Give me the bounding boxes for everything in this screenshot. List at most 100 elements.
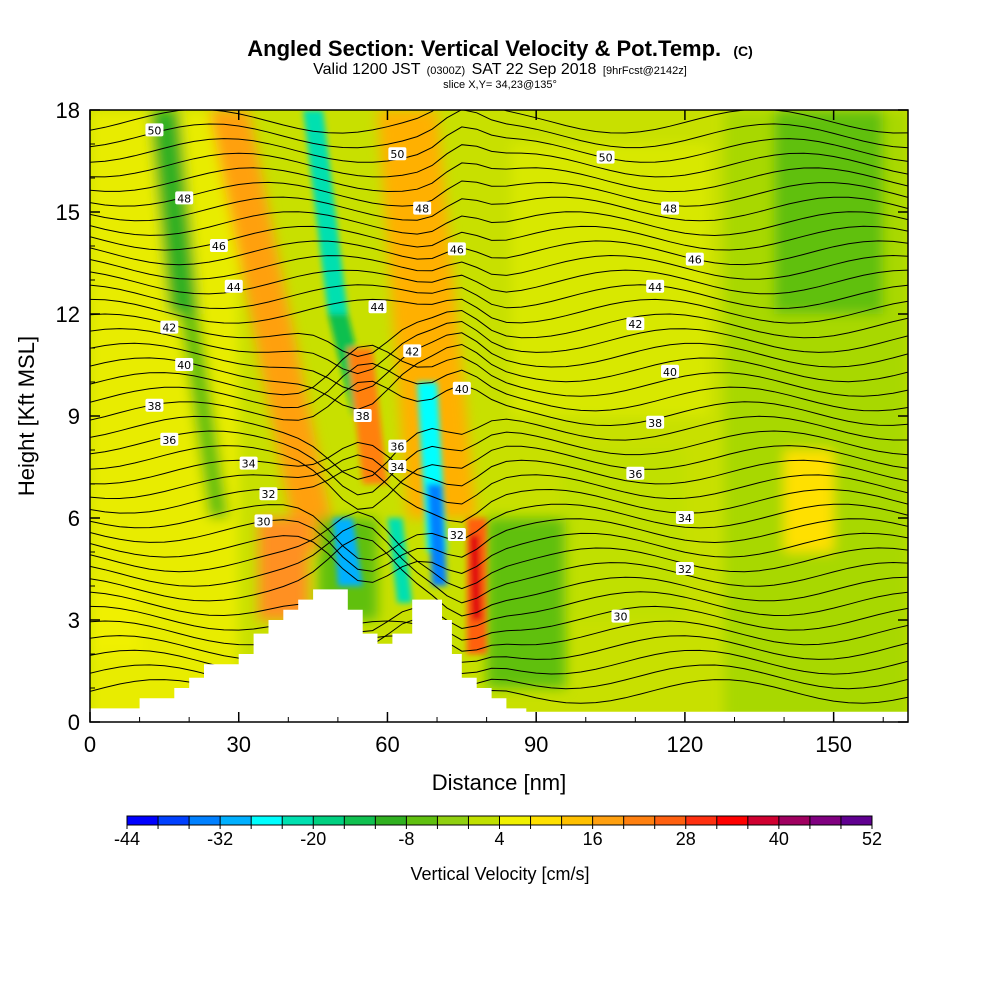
svg-text:46: 46: [688, 254, 702, 267]
updraft-band: [208, 110, 338, 552]
svg-text:42: 42: [405, 345, 419, 358]
isentrope-line: [90, 180, 908, 207]
x-tick-label: 30: [226, 732, 250, 757]
colorbar-tick-label: 28: [676, 829, 696, 849]
svg-text:44: 44: [227, 281, 241, 294]
colorbar: -44 -32 -20 -8 4 16 28 40 52: [114, 815, 882, 849]
chart-title: Angled Section: Vertical Velocity & Pot.…: [247, 36, 753, 61]
colorbar-swatch: [592, 816, 625, 825]
isentrope-label: 48: [661, 201, 680, 216]
field-region: [784, 450, 834, 552]
x-tick-label: 90: [524, 732, 548, 757]
isentrope-line: [90, 254, 908, 280]
isentrope-line: [90, 320, 908, 375]
downdraft-core: [303, 110, 348, 314]
svg-text:30: 30: [613, 611, 627, 624]
isentrope-label: 42: [403, 344, 422, 358]
isentrope-label: 44: [368, 300, 387, 314]
colorbar-tick-label: -8: [398, 829, 414, 849]
svg-text:46: 46: [212, 240, 226, 253]
y-tick-label: 6: [68, 506, 80, 531]
isentrope-line: [90, 591, 908, 633]
svg-text:44: 44: [371, 301, 385, 314]
svg-text:50: 50: [147, 124, 161, 137]
isentrope-label: 48: [175, 191, 194, 205]
isentrope-line: [90, 523, 908, 604]
colorbar-tick-label: -32: [207, 829, 233, 849]
svg-text:36: 36: [162, 434, 176, 447]
colorbar-swatch: [375, 816, 407, 825]
svg-text:32: 32: [678, 563, 692, 576]
isentrope-line: [90, 162, 908, 193]
isentrope-line: [90, 380, 908, 427]
isentrope-line: [90, 110, 908, 134]
svg-text:40: 40: [455, 383, 469, 396]
isentrope-line: [90, 332, 908, 392]
updraft-band: [377, 110, 477, 518]
svg-text:34: 34: [390, 461, 404, 474]
isentrope-line: [90, 344, 908, 397]
isentrope-line: [90, 284, 908, 310]
isentrope-label: 32: [675, 562, 694, 576]
terrain: [90, 589, 908, 722]
isentrope-label: 32: [259, 487, 278, 501]
colorbar-swatch: [220, 816, 252, 825]
colorbar-tick-label: 52: [862, 829, 882, 849]
svg-text:30: 30: [257, 515, 271, 528]
svg-text:38: 38: [147, 400, 161, 413]
isentrope-label: 32: [447, 528, 466, 542]
isentrope-line: [90, 430, 908, 496]
y-tick-label: 15: [56, 200, 80, 225]
isentrope-line: [90, 511, 908, 590]
x-tick-label: 120: [667, 732, 704, 757]
isentrope-line: [90, 196, 908, 222]
svg-text:42: 42: [628, 318, 642, 331]
isentrope-line: [90, 620, 908, 652]
isentrope-line: [90, 532, 908, 583]
svg-text:42: 42: [162, 322, 176, 335]
isentrope-line: [90, 466, 908, 523]
isentrope-line: [90, 343, 908, 411]
isentrope-line: [90, 454, 908, 505]
colorbar-swatch: [747, 816, 780, 825]
field-region: [560, 450, 685, 620]
isentrope-line: [90, 298, 908, 324]
svg-text:44: 44: [648, 281, 662, 294]
isentrope-label: 44: [224, 279, 243, 294]
svg-text:36: 36: [628, 468, 642, 481]
isentrope-line: [90, 309, 908, 358]
colorbar-swatch: [344, 816, 376, 825]
isentrope-line: [90, 240, 908, 266]
isentrope-label: 38: [353, 409, 372, 423]
isentrope-label: 38: [646, 415, 665, 430]
svg-text:38: 38: [648, 417, 662, 430]
y-tick-label: 9: [68, 404, 80, 429]
y-axis-label: Height [Kft MSL]: [14, 336, 39, 496]
isentrope-line: [90, 635, 908, 663]
colorbar-swatch: [189, 816, 221, 825]
svg-text:46: 46: [450, 243, 464, 256]
isentrope-line: [90, 362, 908, 412]
x-tick-label: 0: [84, 732, 96, 757]
isentrope-label: 44: [646, 279, 665, 294]
svg-text:48: 48: [177, 192, 191, 205]
colorbar-swatch: [530, 816, 563, 825]
isentrope-label: 46: [209, 239, 228, 253]
isentrope-line: [90, 536, 908, 617]
isentrope-label: 40: [452, 381, 471, 396]
colorbar-swatch: [561, 816, 594, 825]
downdraft-band: [486, 518, 566, 688]
isentrope-label: 42: [626, 317, 645, 331]
downdraft-band: [149, 110, 200, 314]
chart-subtitle: Valid 1200 JST (0300Z) SAT 22 Sep 2018 […: [313, 61, 687, 78]
colorbar-swatch: [406, 816, 438, 825]
slice-info: slice X,Y= 34,23@135°: [443, 79, 557, 91]
colorbar-swatch: [685, 816, 718, 825]
isentrope-label: 50: [596, 150, 615, 165]
svg-text:48: 48: [663, 203, 677, 216]
isentrope-label: 40: [175, 358, 194, 372]
isentrope-label: 42: [160, 320, 179, 335]
colorbar-tick-label: 4: [494, 829, 504, 849]
svg-text:50: 50: [390, 148, 404, 161]
isentrope-label: 50: [145, 123, 164, 137]
